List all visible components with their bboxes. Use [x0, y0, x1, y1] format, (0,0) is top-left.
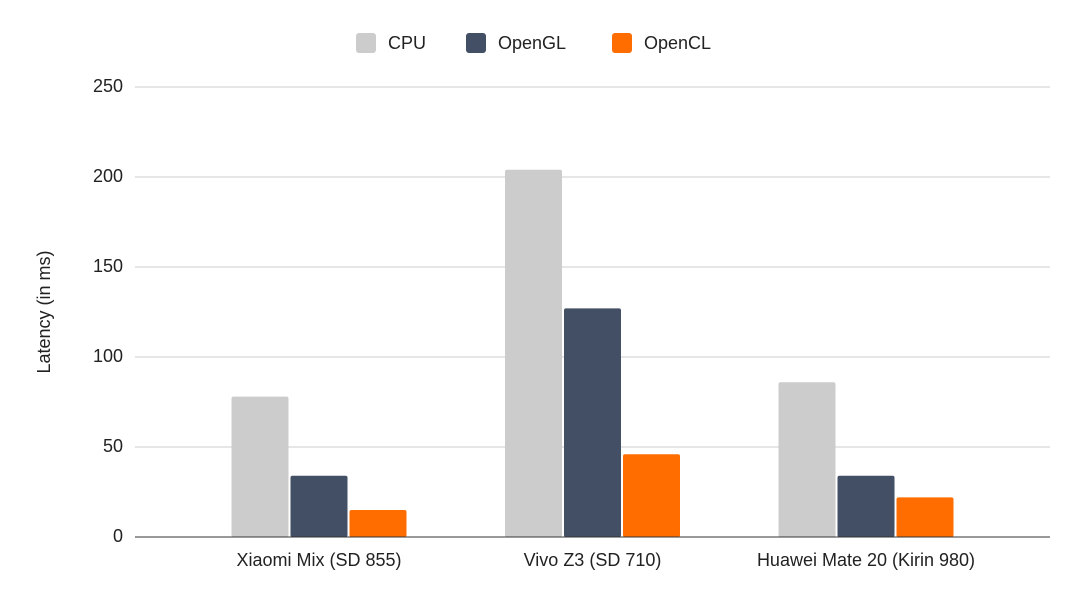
x-tick-label: Vivo Z3 (SD 710) [524, 550, 662, 570]
bar [623, 454, 680, 537]
bar [837, 475, 895, 537]
x-tick-label: Xiaomi Mix (SD 855) [236, 550, 401, 570]
y-tick-label: 100 [93, 346, 123, 366]
bar [778, 382, 836, 537]
x-tick-label: Huawei Mate 20 (Kirin 980) [757, 550, 975, 570]
bar [231, 396, 289, 537]
bar [505, 169, 562, 538]
legend-label: CPU [388, 33, 426, 53]
y-tick-label: 250 [93, 76, 123, 96]
legend-label: OpenGL [498, 33, 566, 53]
bar [290, 475, 348, 537]
y-tick-label: 50 [103, 436, 123, 456]
bar [349, 510, 407, 537]
y-axis-title: Latency (in ms) [34, 250, 54, 373]
legend-label: OpenCL [644, 33, 711, 53]
legend-swatch [356, 33, 376, 53]
bar [896, 497, 954, 537]
y-tick-label: 150 [93, 256, 123, 276]
y-tick-label: 0 [113, 526, 123, 546]
bar [564, 308, 621, 537]
y-tick-label: 200 [93, 166, 123, 186]
legend-swatch [466, 33, 486, 53]
legend-swatch [612, 33, 632, 53]
